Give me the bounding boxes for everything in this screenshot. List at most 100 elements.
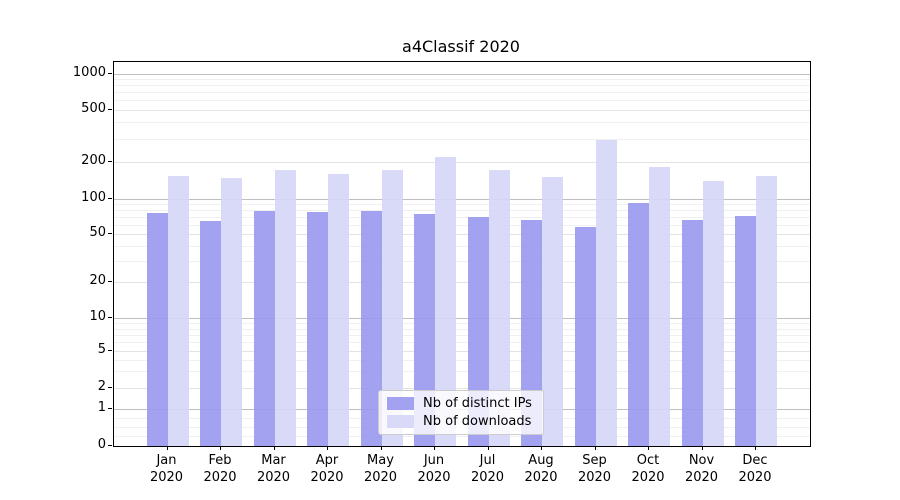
gridline-minor: [114, 203, 810, 205]
x-tick-mark: [648, 446, 649, 450]
x-tick-month: Mar: [261, 453, 286, 468]
gridline-major: [114, 318, 810, 319]
x-tick-label-apr: Apr 2020: [300, 452, 354, 486]
x-tick-label-nov: Nov 2020: [675, 452, 729, 486]
gridline-minor: [114, 322, 810, 324]
y-tick-label-500: 500: [81, 100, 106, 116]
bar-downloads-apr: [328, 173, 349, 446]
y-tick-label-100: 100: [81, 189, 106, 205]
bar-downloads-may: [381, 169, 403, 446]
gridline-minor: [114, 209, 810, 211]
x-tick-mark: [273, 446, 275, 450]
gridline-minor: [114, 224, 810, 226]
y-tick-mark: [108, 108, 112, 110]
gridline-minor: [114, 92, 810, 94]
y-tick-mark: [108, 197, 112, 199]
x-tick-month: Sep: [582, 453, 607, 468]
x-tick-mark: [434, 446, 435, 450]
y-tick-mark: [108, 444, 112, 446]
gridline-minor: [114, 436, 810, 438]
x-tick-year: 2020: [149, 470, 184, 485]
x-tick-label-jun: Jun 2020: [407, 452, 461, 486]
x-tick-year: 2020: [738, 470, 772, 485]
x-tick-mark: [166, 446, 168, 450]
x-tick-month: Oct: [636, 453, 660, 468]
chart-title: a4Classif 2020: [402, 37, 520, 56]
x-tick-month: Feb: [208, 453, 232, 468]
bar-distinct-ips-jan: [146, 213, 168, 446]
gridline-labeled: [114, 109, 810, 111]
x-tick-label-dec: Dec 2020: [728, 452, 782, 486]
bar-downloads-jan: [167, 175, 189, 446]
y-tick-mark: [108, 281, 112, 282]
gridline-labeled: [114, 387, 810, 389]
x-tick-year: 2020: [577, 470, 612, 485]
gridline-minor: [114, 334, 810, 336]
chart-legend: Nb of distinct IPs Nb of downloads: [378, 390, 544, 435]
y-tick-label-1: 1: [97, 399, 106, 415]
bar-distinct-ips-may: [360, 211, 382, 446]
x-tick-mark: [541, 446, 542, 450]
y-tick-mark: [108, 73, 112, 74]
y-tick-mark: [108, 233, 112, 234]
x-tick-year: 2020: [310, 470, 344, 485]
gridline-minor: [114, 245, 810, 247]
x-tick-mark: [380, 446, 382, 450]
bar-distinct-ips-oct: [628, 203, 649, 446]
bar-downloads-mar: [274, 169, 296, 446]
x-tick-year: 2020: [524, 470, 558, 485]
gridline-minor: [114, 100, 810, 102]
y-tick-label-10: 10: [89, 309, 106, 324]
gridline-minor: [114, 260, 810, 262]
bar-downloads-oct: [649, 166, 670, 446]
y-tick-label-50: 50: [89, 225, 106, 240]
x-tick-mark: [755, 446, 756, 450]
y-tick-mark: [108, 386, 112, 388]
legend-row-distinct-ips: Nb of distinct IPs: [387, 396, 535, 411]
y-tick-label-5: 5: [97, 341, 106, 357]
x-tick-year: 2020: [203, 470, 237, 485]
x-tick-month: Dec: [742, 453, 768, 468]
gridline-minor: [114, 371, 810, 373]
gridline-labeled: [114, 162, 810, 163]
bar-distinct-ips-jul: [467, 216, 489, 446]
x-tick-month: Jan: [156, 453, 177, 468]
x-tick-label-may: May 2020: [354, 452, 408, 486]
plot-area: [113, 61, 811, 447]
x-tick-label-feb: Feb 2020: [193, 452, 247, 486]
x-tick-mark: [220, 446, 221, 450]
bar-distinct-ips-apr: [307, 211, 328, 446]
y-tick-mark: [108, 349, 112, 351]
y-tick-mark: [108, 161, 112, 162]
bar-downloads-aug: [542, 176, 563, 446]
gridline-minor: [114, 122, 810, 124]
x-tick-label-jan: Jan 2020: [140, 452, 194, 486]
x-tick-label-mar: Mar 2020: [247, 452, 301, 486]
x-tick-mark: [487, 446, 489, 450]
bar-downloads-feb: [221, 178, 242, 446]
y-tick-label-2: 2: [97, 378, 106, 394]
legend-row-downloads: Nb of downloads: [387, 414, 535, 429]
x-tick-label-jul: Jul 2020: [461, 452, 515, 486]
legend-swatch-downloads: [387, 415, 414, 428]
x-tick-month: Aug: [528, 453, 554, 468]
bar-distinct-ips-jun: [414, 213, 435, 446]
gridline-labeled: [114, 350, 810, 352]
bar-distinct-ips-nov: [681, 219, 703, 446]
bar-distinct-ips-sep: [574, 226, 596, 446]
gridline-minor: [114, 342, 810, 343]
x-tick-mark: [594, 446, 596, 450]
y-tick-mark: [108, 407, 112, 409]
x-tick-month: Nov: [688, 453, 715, 468]
x-tick-label-sep: Sep 2020: [568, 452, 622, 486]
x-tick-mark: [701, 446, 703, 450]
bar-downloads-nov: [702, 180, 724, 446]
y-tick-label-0: 0: [97, 436, 106, 452]
x-tick-year: 2020: [363, 470, 398, 485]
y-tick-mark: [108, 317, 112, 318]
bar-downloads-sep: [595, 140, 617, 446]
bar-distinct-ips-feb: [200, 221, 221, 446]
x-tick-month: Apr: [315, 453, 339, 468]
gridline-labeled: [114, 234, 810, 235]
